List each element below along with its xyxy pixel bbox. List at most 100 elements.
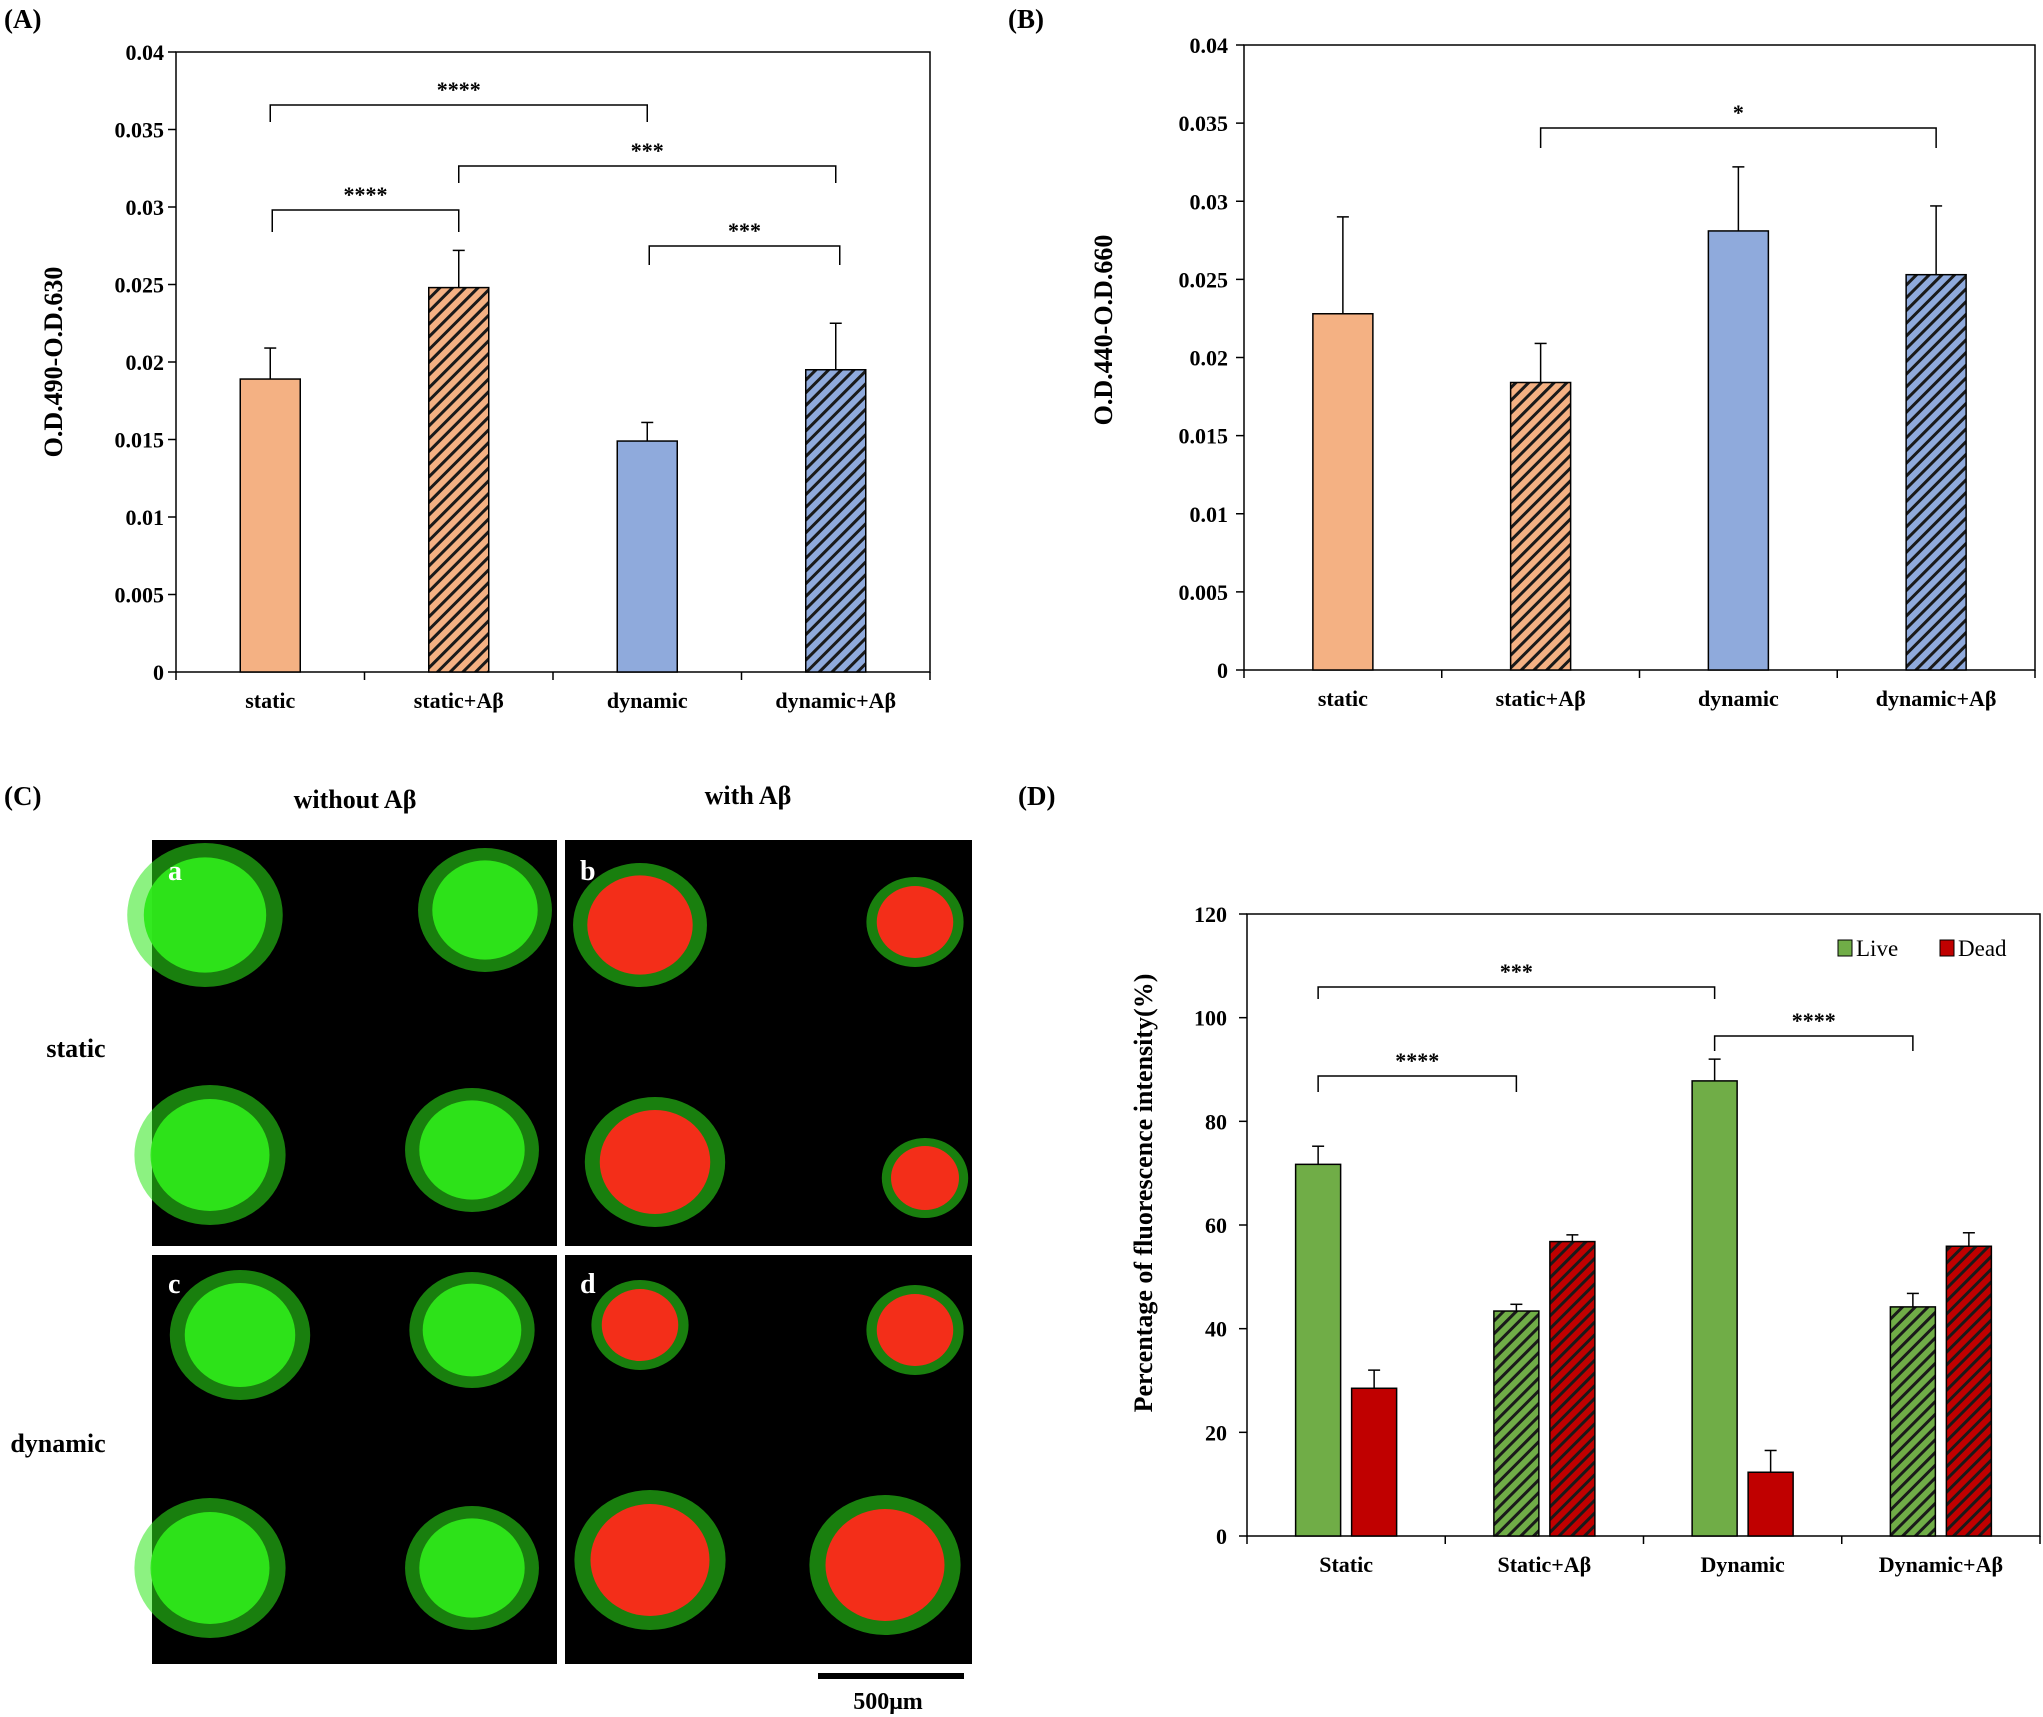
y-tick-label: 80 [1205,1109,1227,1134]
spheroid [432,860,538,960]
x-tick-label: dynamic+Aβ [1876,686,1997,711]
y-tick-label: 0.01 [126,505,165,530]
image-label-a: a [168,856,182,887]
significance-label: * [1733,100,1744,125]
x-tick-label: static+Aβ [414,688,504,713]
spheroid [184,1283,296,1387]
bar-2 [616,440,678,673]
y-tick-label: 0.04 [1190,33,1229,58]
chart-panel-a: 0 0.005 0.01 0.015 0.02 0.025 0.03 0.035 0.04 sta… [39,40,931,713]
bar-live-2 [1691,1080,1738,1537]
bar-1 [428,286,490,673]
image-label-d: d [580,1269,596,1300]
spheroid [590,1504,710,1616]
col-header-with-abeta: with Aβ [705,781,792,810]
spheroid [876,1294,954,1366]
y-tick-label: 0.025 [1179,267,1229,292]
spheroid [150,1512,270,1624]
legend-swatch-live [1837,939,1853,957]
scale-bar-label: 500μm [853,1689,923,1715]
spheroid [891,1146,959,1210]
bar-2 [1707,230,1770,671]
chart-panel-b: 0 0.005 0.01 0.015 0.02 0.025 0.03 0.035 0.04 sta… [1089,33,2036,711]
bar-3 [805,369,867,673]
spheroid [143,857,267,973]
y-tick-label: 0.015 [115,428,165,453]
legend-label-live: Live [1856,936,1898,961]
x-tick-label: Dynamic+Aβ [1879,1552,2003,1577]
x-tick-label: static [245,688,295,713]
image-label-c: c [168,1269,180,1300]
legend-swatch-dead [1939,939,1955,957]
significance-bracket [269,104,648,122]
bar-dead-1 [1549,1240,1596,1537]
spheroid [587,875,693,975]
y-tick-label: 0.01 [1190,502,1229,527]
y-axis-title: O.D.490-O.D.630 [39,267,68,458]
spheroid [876,886,954,958]
spheroid [150,1099,270,1211]
panel-label-d: (D) [1018,781,1055,811]
x-tick-label: static [1318,686,1368,711]
significance-label: **** [344,182,388,207]
spheroid [419,1100,525,1200]
y-tick-label: 0.025 [115,273,165,298]
row-header-dynamic: dynamic [10,1429,105,1458]
significance-bracket [458,165,837,183]
y-tick-label: 0 [1217,658,1228,683]
x-tick-label: Static [1319,1552,1373,1577]
y-tick-label: 0.02 [126,350,165,375]
bar-0 [1312,313,1374,671]
y-tick-label: 60 [1205,1213,1227,1238]
y-tick-label: 0 [1216,1524,1227,1549]
y-tick-label: 0.035 [115,118,165,143]
x-tick-label: static+Aβ [1496,686,1586,711]
micrograph-panel-c: without Aβ with Aβ static dynamic a b c … [10,781,972,1715]
x-tick-label: dynamic [607,688,688,713]
y-tick-label: 0.035 [1179,111,1229,136]
row-header-static: static [46,1034,105,1063]
panel-label-a: (A) [4,4,41,34]
chart-panel-d: 0 20 40 60 80 100 120 Static Static+Aβ Dynamic Dyn… [1129,902,2041,1577]
y-tick-label: 0.03 [1190,189,1229,214]
bar-live-1 [1493,1310,1540,1537]
y-axis-title: O.D.440-O.D.660 [1089,235,1118,426]
y-tick-label: 0.015 [1179,424,1229,449]
y-axis-title: Percentage of fluorescence intensity(%) [1129,974,1158,1413]
significance-label: *** [728,218,761,243]
y-tick-label: 20 [1205,1420,1227,1445]
bar-dead-2 [1747,1471,1794,1537]
significance-label: *** [631,138,664,163]
spheroid-layer [127,843,969,1638]
x-tick-label: dynamic [1698,686,1779,711]
bar-1 [1509,381,1572,671]
significance-label: **** [1395,1048,1439,1073]
col-header-without-abeta: without Aβ [294,785,417,814]
y-tick-label: 0.03 [126,195,165,220]
x-tick-label: Static+Aβ [1497,1552,1591,1577]
y-tick-label: 120 [1194,902,1227,927]
significance-bracket [1539,127,1937,148]
bar-dead-3 [1945,1245,1993,1537]
y-tick-label: 40 [1205,1317,1227,1342]
spheroid [599,1110,711,1214]
spheroid [825,1509,945,1621]
bar-live-0 [1294,1163,1342,1537]
y-tick-label: 100 [1194,1006,1227,1031]
bar-dead-0 [1350,1387,1398,1537]
significance-bracket [271,209,460,232]
significance-label: **** [1792,1008,1836,1033]
significance-bracket [1713,1035,1914,1051]
bar-0 [239,378,301,673]
significance-bracket [1317,1075,1518,1092]
image-label-b: b [580,856,596,887]
significance-bracket [1317,986,1716,999]
legend-label-dead: Dead [1958,936,2007,961]
significance-label: *** [1500,959,1533,984]
bar-3 [1905,273,1967,671]
y-tick-label: 0.04 [126,40,165,65]
x-tick-label: Dynamic [1700,1552,1785,1577]
panel-label-c: (C) [4,781,41,811]
scale-bar [818,1673,964,1679]
